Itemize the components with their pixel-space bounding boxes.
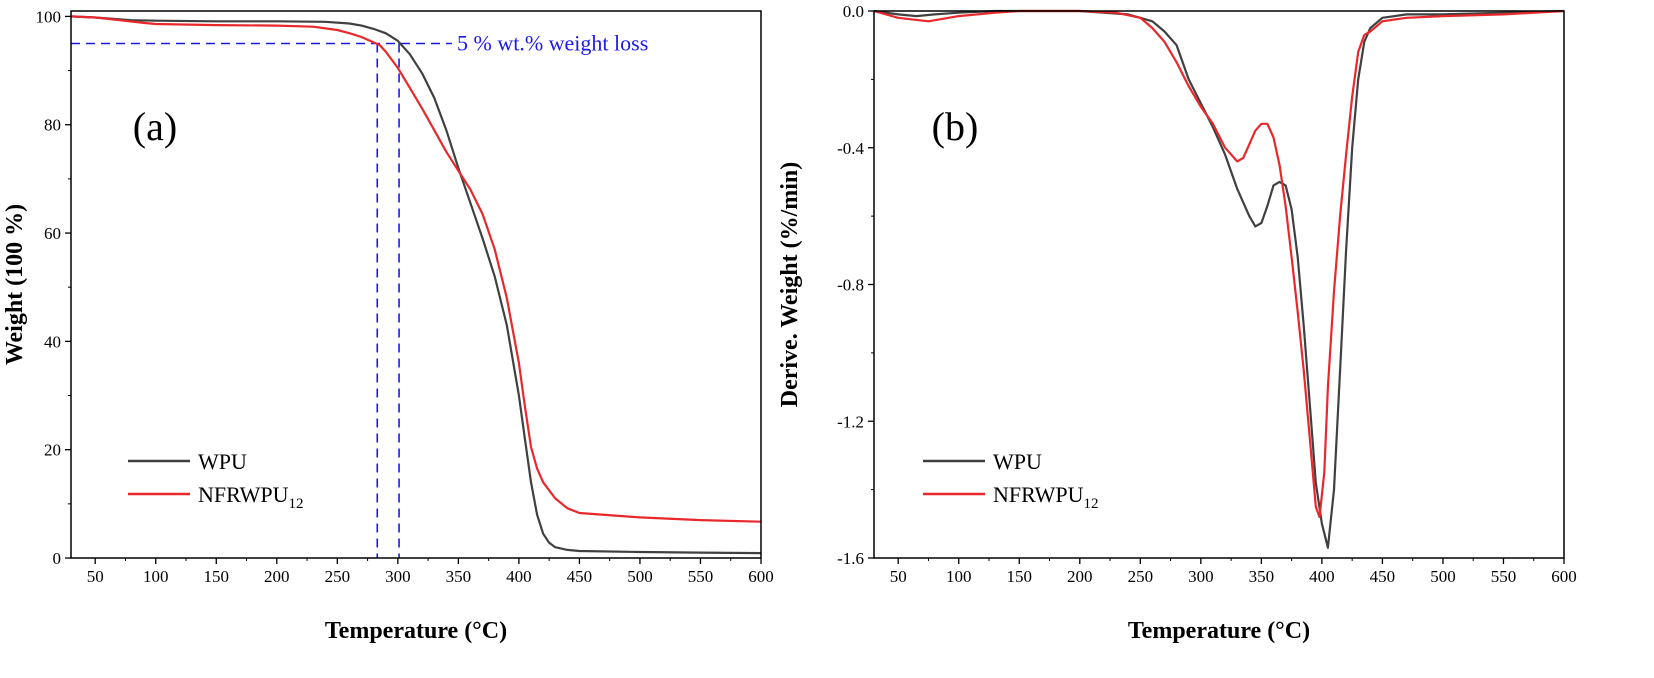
x-tick-label: 550 [1491, 567, 1517, 586]
plot-frame [70, 10, 762, 559]
y-tick-label: -1.6 [837, 549, 864, 568]
y-tick-label: 0.0 [843, 2, 864, 21]
x-tick-label: 200 [1067, 567, 1093, 586]
x-tick-label: 300 [1188, 567, 1214, 586]
legend-label-main: NFRWPU [993, 482, 1084, 507]
x-tick-label: 50 [87, 567, 104, 586]
x-tick-label: 350 [1249, 567, 1275, 586]
y-tick-label: 0 [53, 549, 62, 568]
y-tick-label: -1.2 [837, 412, 864, 431]
y-tick-label: 20 [44, 441, 61, 460]
series-line-nfrwpu12 [70, 15, 762, 523]
x-tick-label: 600 [1551, 567, 1577, 586]
x-tick-label: 400 [506, 567, 532, 586]
y-axis-title: Derive. Weight (%/min) [777, 162, 803, 408]
x-tick-label: 250 [325, 567, 351, 586]
series-line-wpu [70, 15, 762, 555]
legend-label: WPU [993, 449, 1042, 474]
y-tick-label: -0.4 [837, 139, 864, 158]
legend-label-main: WPU [198, 449, 247, 474]
x-tick-label: 550 [688, 567, 714, 586]
x-tick-label: 600 [748, 567, 774, 586]
legend-label-main: WPU [993, 449, 1042, 474]
y-tick-label: 80 [44, 116, 61, 135]
x-tick-label: 300 [385, 567, 411, 586]
panel-label: (a) [133, 104, 177, 149]
legend-label-subscript: 12 [1083, 496, 1098, 512]
weight-loss-annotation: 5 % wt.% weight loss [457, 30, 648, 55]
x-tick-label: 100 [946, 567, 972, 586]
legend-label: NFRWPU12 [993, 482, 1098, 512]
panel-a: 50 100 150 200 250 300 350 400 450 500 550 600 0 20 40… [2, 7, 774, 644]
y-tick-label: 100 [36, 7, 62, 26]
x-tick-label: 450 [567, 567, 593, 586]
x-tick-label: 400 [1309, 567, 1335, 586]
panel-b: 50 100 150 200 250 300 350 400 450 500 550 600 0.0 -0… [777, 2, 1577, 644]
legend-label: NFRWPU12 [198, 482, 303, 512]
panel-label: (b) [932, 104, 979, 149]
series-line-wpu [873, 9, 1565, 549]
x-tick-label: 150 [204, 567, 230, 586]
plot-frame [873, 10, 1565, 559]
y-tick-label: 60 [44, 224, 61, 243]
x-tick-label: 350 [446, 567, 472, 586]
x-tick-label: 250 [1128, 567, 1154, 586]
x-tick-label: 150 [1007, 567, 1033, 586]
x-tick-label: 500 [627, 567, 653, 586]
series-line-nfrwpu12 [873, 9, 1565, 519]
x-tick-label: 50 [890, 567, 907, 586]
y-tick-label: -0.8 [837, 276, 864, 295]
x-tick-label: 100 [143, 567, 169, 586]
x-tick-label: 450 [1370, 567, 1396, 586]
x-tick-label: 500 [1430, 567, 1456, 586]
legend-label-main: NFRWPU [198, 482, 289, 507]
x-axis-title: Temperature (°C) [1128, 618, 1310, 644]
legend-label: WPU [198, 449, 247, 474]
y-tick-label: 40 [44, 332, 61, 351]
legend-label-subscript: 12 [288, 496, 303, 512]
x-axis-title: Temperature (°C) [325, 618, 507, 644]
y-axis-title: Weight (100 %) [2, 204, 28, 365]
x-tick-label: 200 [264, 567, 290, 586]
